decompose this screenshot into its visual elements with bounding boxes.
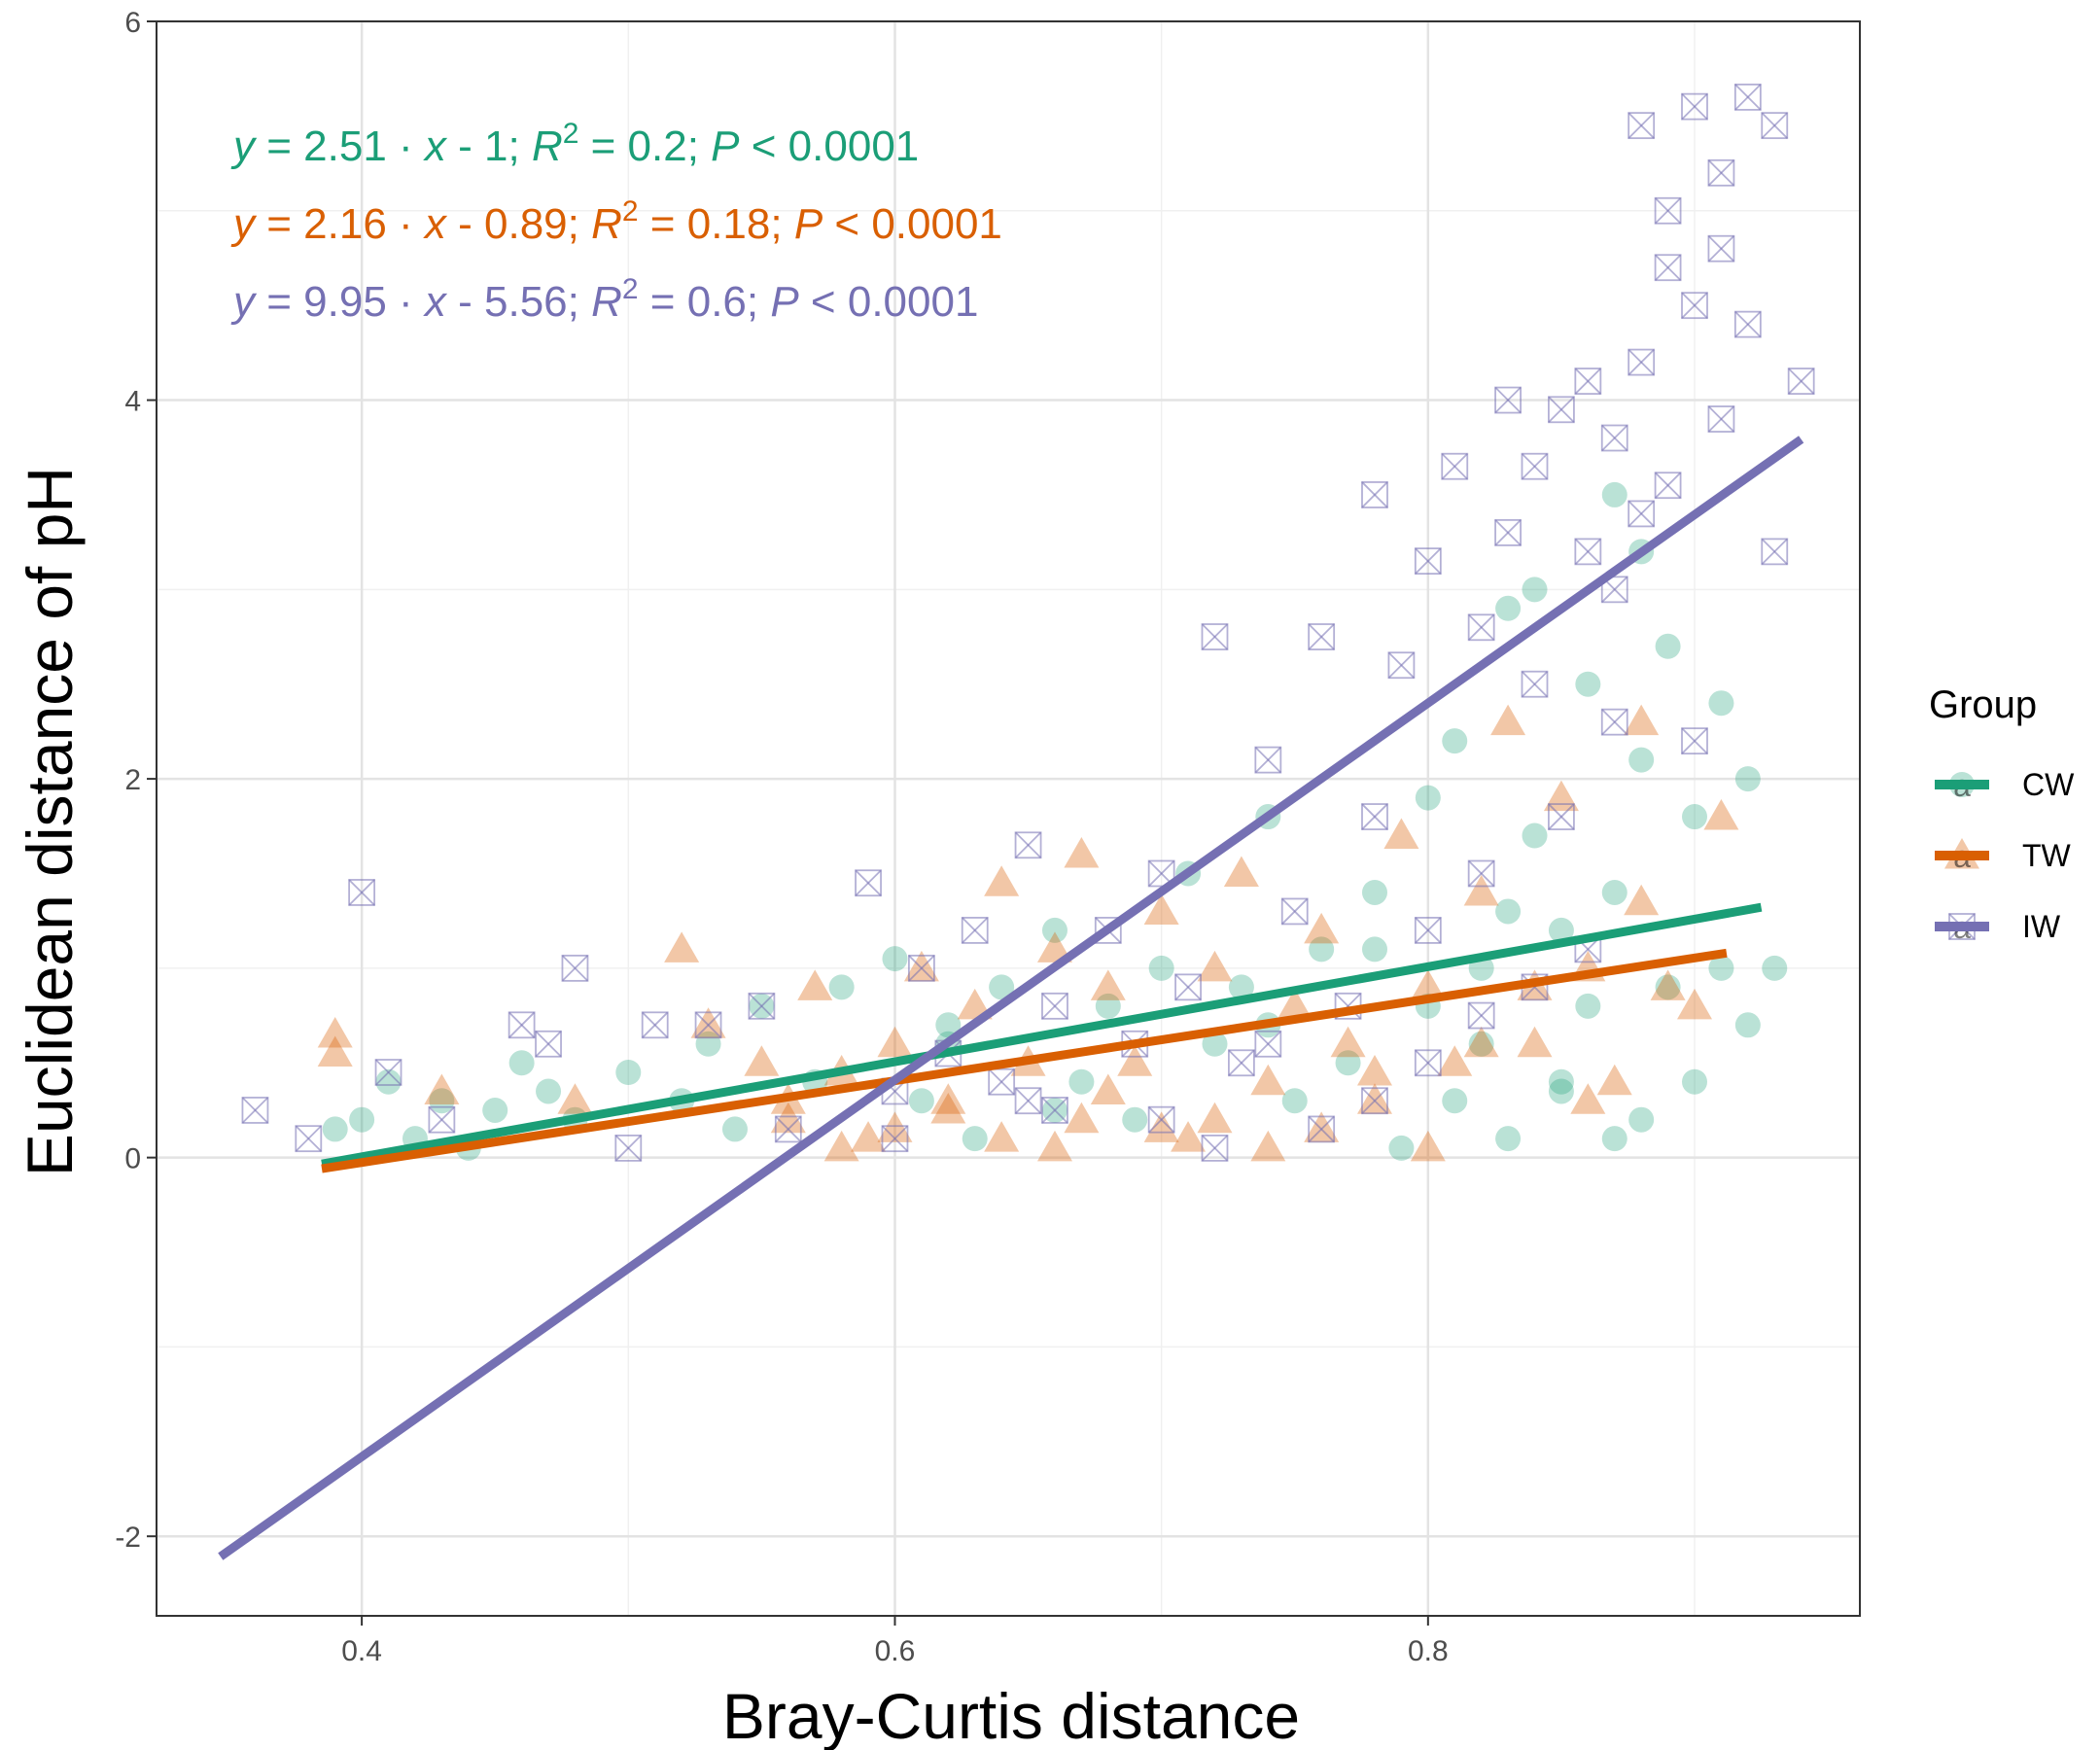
x-tick-label: 0.4 [341,1635,382,1667]
point-cw [1282,1088,1308,1113]
point-cw [1388,1136,1414,1161]
legend-item-iw: aIW [1935,909,2061,945]
y-tick-label: 6 [124,7,141,39]
legend: Group aCW aTW aIW [1929,683,2075,945]
y-tick-label: -2 [115,1522,141,1554]
regression-equations: y = 2.51 · x - 1; R2 = 0.2; P < 0.0001y … [230,118,1002,326]
point-cw [1575,994,1600,1019]
point-cw [1682,1069,1707,1095]
point-cw [829,974,855,999]
point-cw [1442,728,1467,753]
point-cw [1068,1069,1094,1095]
point-cw [509,1050,535,1075]
y-tick-label: 0 [124,1143,141,1175]
point-cw [1549,1078,1574,1103]
point-cw [1602,482,1628,508]
point-cw [1762,956,1787,981]
y-tick-label: 4 [124,386,141,418]
legend-label-iw: IW [2022,909,2061,944]
legend-title: Group [1929,683,2037,726]
point-cw [1522,577,1548,602]
point-cw [1735,1012,1761,1037]
y-axis-title: Euclidean distance of pH [14,467,86,1176]
point-cw [323,1116,348,1141]
point-cw [722,1116,748,1141]
point-cw [1602,1126,1628,1151]
point-cw [882,946,907,971]
point-cw [962,1126,988,1151]
point-cw [615,1060,641,1085]
point-cw [1628,748,1654,773]
y-tick-label: 2 [124,764,141,796]
point-cw [909,1088,934,1113]
point-cw [482,1098,508,1123]
point-cw [1628,1107,1654,1133]
equation-tw: y = 2.16 · x - 0.89; R2 = 0.18; P < 0.00… [230,195,1002,248]
point-cw [1735,766,1761,791]
point-cw [1362,880,1387,905]
point-cw [1495,898,1521,924]
point-cw [1522,823,1548,849]
point-cw [1442,1088,1467,1113]
point-cw [1602,880,1628,905]
legend-item-tw: aTW [1935,838,2072,874]
point-cw [1495,1126,1521,1151]
point-cw [1362,936,1387,962]
point-cw [1656,634,1681,659]
x-tick-label: 0.8 [1408,1635,1449,1667]
point-cw [1416,786,1441,811]
point-cw [1495,596,1521,621]
x-tick-label: 0.6 [875,1635,916,1667]
x-axis-title: Bray-Curtis distance [722,1680,1300,1750]
point-cw [349,1107,374,1133]
point-cw [536,1078,561,1103]
legend-label-tw: TW [2022,838,2072,873]
plot-background [157,21,1860,1616]
grid-lines [157,21,1860,1616]
equation-iw: y = 9.95 · x - 5.56; R2 = 0.6; P < 0.000… [230,273,978,326]
legend-item-cw: aCW [1935,767,2075,803]
point-cw [1122,1107,1147,1133]
point-cw [1149,956,1174,981]
point-cw [1682,804,1707,829]
legend-label-cw: CW [2022,767,2075,802]
point-cw [1575,672,1600,697]
point-cw [1708,690,1733,716]
